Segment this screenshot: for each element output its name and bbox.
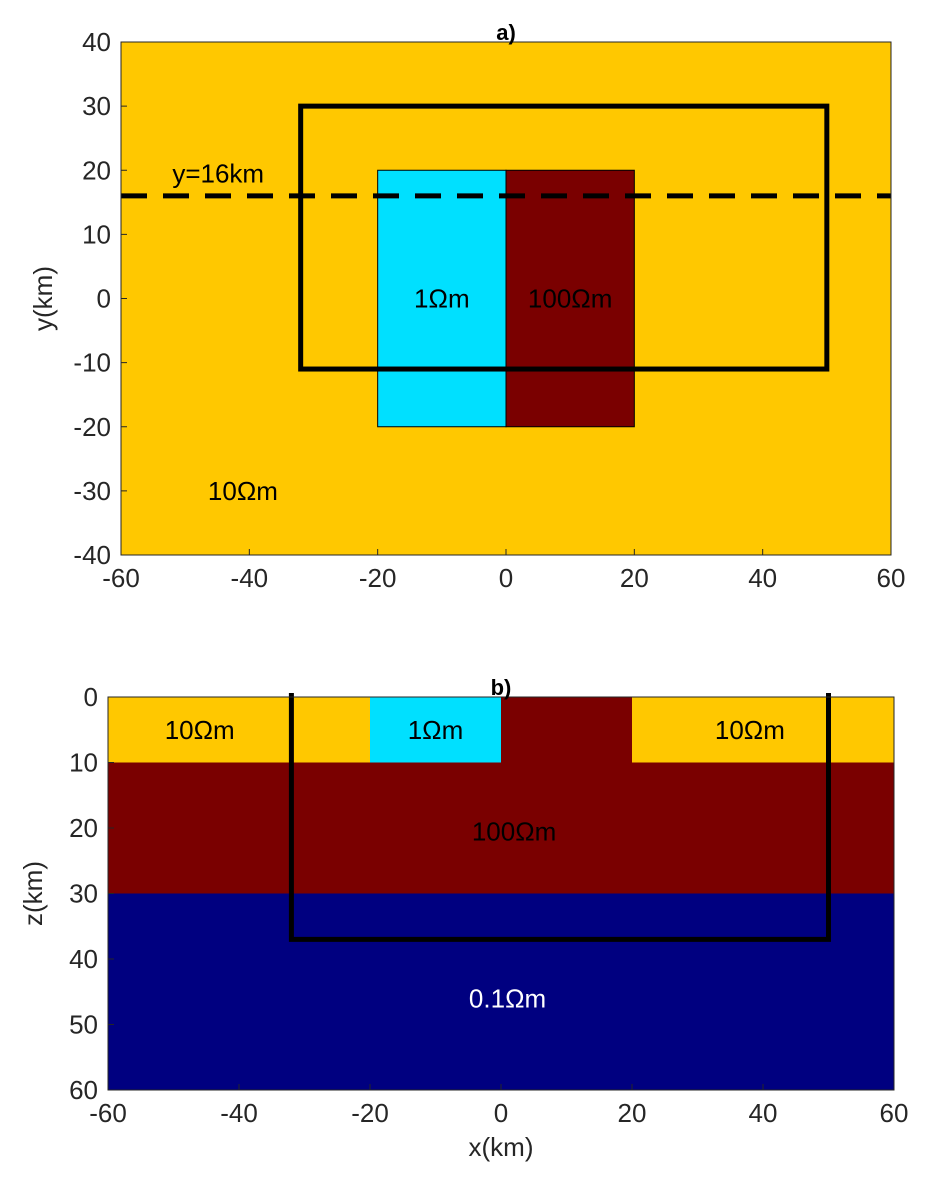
label-10ohm: 10Ωm bbox=[208, 476, 278, 506]
label-1ohm: 1Ωm bbox=[408, 715, 464, 745]
x-tick-label: 0 bbox=[494, 1098, 508, 1128]
layer-100ohm bbox=[108, 762, 894, 894]
y-tick-label: -10 bbox=[73, 348, 111, 378]
x-tick-label: -40 bbox=[220, 1098, 258, 1128]
label-10ohm-right: 10Ωm bbox=[715, 715, 785, 745]
inversion-domain-boundary bbox=[288, 693, 831, 942]
panel-title: b) bbox=[491, 675, 512, 700]
block-100ohm bbox=[505, 169, 635, 428]
y-tick-label: -20 bbox=[73, 412, 111, 442]
label-0-1ohm: 0.1Ωm bbox=[469, 983, 546, 1013]
x-tick-label: 40 bbox=[748, 563, 777, 593]
label-1ohm: 1Ωm bbox=[414, 284, 470, 314]
inversion-domain-boundary bbox=[298, 103, 830, 372]
y-tick-label: -30 bbox=[73, 476, 111, 506]
x-tick-label: -60 bbox=[89, 1098, 127, 1128]
block-100ohm-top bbox=[501, 697, 632, 763]
y-tick-label: 0 bbox=[84, 682, 98, 712]
x-tick-label: -20 bbox=[351, 1098, 389, 1128]
layer-0-1ohm bbox=[108, 893, 894, 1090]
x-axis-label: x(km) bbox=[469, 1132, 534, 1162]
label-10ohm-left: 10Ωm bbox=[165, 715, 235, 745]
x-tick-label: 60 bbox=[880, 1098, 909, 1128]
x-tick-label: 20 bbox=[620, 563, 649, 593]
x-tick-label: 40 bbox=[749, 1098, 778, 1128]
block-1ohm bbox=[377, 169, 507, 428]
y-tick-label: 0 bbox=[97, 284, 111, 314]
y-tick-label: -40 bbox=[73, 540, 111, 570]
block-1ohm bbox=[370, 697, 501, 763]
panel-title: a) bbox=[496, 20, 516, 45]
y-tick-label: 60 bbox=[69, 1075, 98, 1105]
panel-b-cross-section: 10Ωm 1Ωm 10Ωm 100Ωm 0.1Ωm -60 -40 -20 0 20 40 60 0 10… bbox=[18, 675, 908, 1162]
y-tick-label: 20 bbox=[69, 813, 98, 843]
x-tick-label: 0 bbox=[499, 563, 513, 593]
y-tick-label: 50 bbox=[69, 1010, 98, 1040]
x-tick-label: -40 bbox=[231, 563, 269, 593]
y-tick-label: 30 bbox=[82, 91, 111, 121]
label-100ohm: 100Ωm bbox=[528, 284, 612, 314]
y-tick-label: 20 bbox=[82, 155, 111, 185]
profile-line-label: y=16km bbox=[172, 158, 264, 188]
x-tick-label: 20 bbox=[618, 1098, 647, 1128]
y-tick-label: 10 bbox=[69, 748, 98, 778]
y-axis-label: z(km) bbox=[18, 861, 48, 926]
x-tick-label: 60 bbox=[877, 563, 906, 593]
y-tick-label: 40 bbox=[69, 944, 98, 974]
y-tick-label: 30 bbox=[69, 879, 98, 909]
x-tick-label: -60 bbox=[102, 563, 140, 593]
y-tick-label: 10 bbox=[82, 219, 111, 249]
label-100ohm: 100Ωm bbox=[472, 816, 556, 846]
x-tick-label: -20 bbox=[359, 563, 397, 593]
y-tick-label: 40 bbox=[82, 27, 111, 57]
y-axis-label: y(km) bbox=[28, 266, 58, 331]
